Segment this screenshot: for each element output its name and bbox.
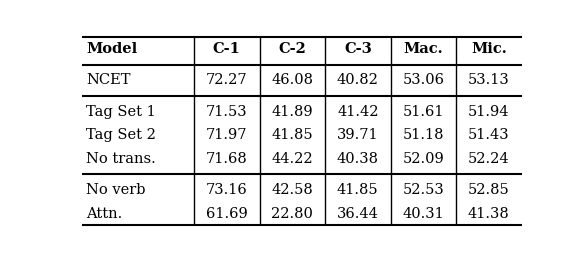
Text: Model: Model (86, 42, 137, 56)
Text: 41.42: 41.42 (337, 105, 378, 119)
Text: 36.44: 36.44 (337, 207, 379, 221)
Text: 40.82: 40.82 (337, 73, 379, 87)
Text: C-2: C-2 (278, 42, 306, 56)
Text: 51.18: 51.18 (403, 128, 444, 142)
Text: Mic.: Mic. (471, 42, 507, 56)
Text: 42.58: 42.58 (271, 183, 313, 197)
Text: 41.85: 41.85 (271, 128, 313, 142)
Text: 53.06: 53.06 (402, 73, 444, 87)
Text: 73.16: 73.16 (206, 183, 248, 197)
Text: No verb: No verb (86, 183, 146, 197)
Text: 52.53: 52.53 (402, 183, 444, 197)
Text: 51.94: 51.94 (468, 105, 510, 119)
Text: 52.85: 52.85 (468, 183, 510, 197)
Text: 51.43: 51.43 (468, 128, 510, 142)
Text: 52.24: 52.24 (468, 152, 510, 166)
Text: 71.53: 71.53 (206, 105, 247, 119)
Text: 41.89: 41.89 (271, 105, 313, 119)
Text: 40.31: 40.31 (402, 207, 444, 221)
Text: 51.61: 51.61 (403, 105, 444, 119)
Text: 71.68: 71.68 (206, 152, 248, 166)
Text: Tag Set 2: Tag Set 2 (86, 128, 156, 142)
Text: 41.38: 41.38 (468, 207, 510, 221)
Text: 40.38: 40.38 (337, 152, 379, 166)
Text: 53.13: 53.13 (468, 73, 510, 87)
Text: 22.80: 22.80 (271, 207, 313, 221)
Text: NCET: NCET (86, 73, 131, 87)
Text: C-1: C-1 (213, 42, 241, 56)
Text: Tag Set 1: Tag Set 1 (86, 105, 156, 119)
Text: 44.22: 44.22 (271, 152, 313, 166)
Text: 61.69: 61.69 (206, 207, 248, 221)
Text: No trans.: No trans. (86, 152, 156, 166)
Text: Mac.: Mac. (403, 42, 443, 56)
Text: 39.71: 39.71 (337, 128, 379, 142)
Text: 52.09: 52.09 (402, 152, 444, 166)
Text: Attn.: Attn. (86, 207, 123, 221)
Text: 72.27: 72.27 (206, 73, 247, 87)
Text: C-3: C-3 (344, 42, 372, 56)
Text: 71.97: 71.97 (206, 128, 247, 142)
Text: 41.85: 41.85 (337, 183, 379, 197)
Text: 46.08: 46.08 (271, 73, 313, 87)
